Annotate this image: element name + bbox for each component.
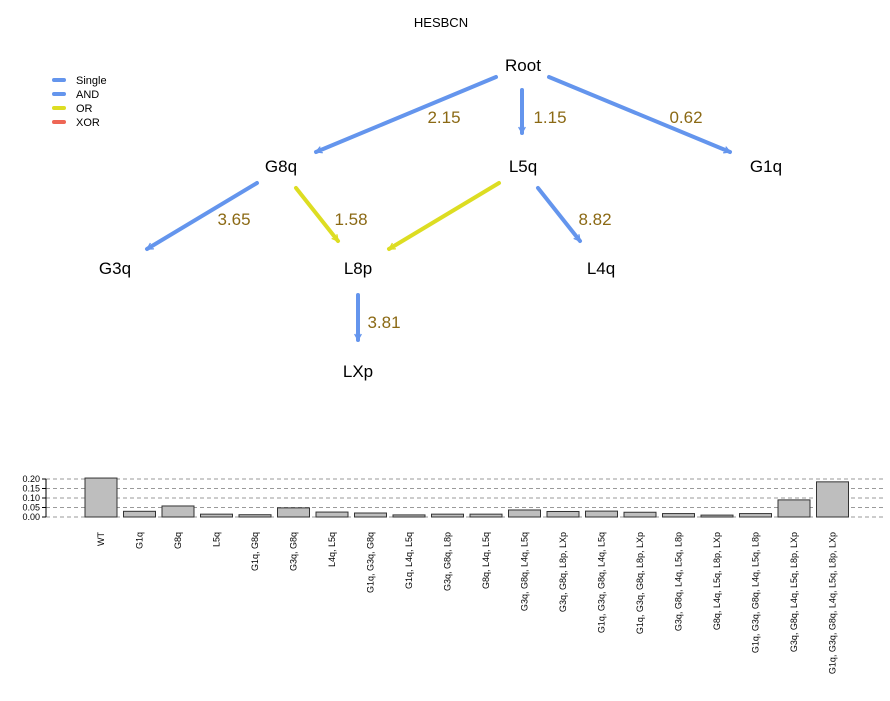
bar bbox=[700, 514, 734, 518]
category-label: G3q, G8q, L8p, LXp bbox=[558, 532, 568, 612]
edge-label-root-l5q: 1.15 bbox=[533, 108, 566, 127]
category-label: L4q, L5q bbox=[327, 532, 337, 567]
node-g1q: G1q bbox=[750, 157, 782, 176]
edge-label-l8p-lxp: 3.81 bbox=[367, 313, 400, 332]
y-tick-label: 0.15 bbox=[22, 484, 40, 494]
y-tick-label: 0.05 bbox=[22, 503, 40, 513]
category-label: G3q, G8q, L4q, L5q, L8p bbox=[674, 532, 684, 631]
category-label: G8q, L4q, L5q, L8p, LXp bbox=[712, 532, 722, 630]
dag-edge-labels: 2.15 1.15 0.62 3.65 1.58 8.82 3.81 bbox=[217, 108, 702, 332]
node-l8p: L8p bbox=[344, 259, 372, 278]
edge-l5q-l8p bbox=[387, 181, 501, 251]
edge-l5q-l4q bbox=[536, 186, 582, 243]
edge-g8q-l8p bbox=[294, 186, 340, 243]
bar bbox=[277, 507, 310, 518]
legend-label-or: OR bbox=[76, 103, 93, 115]
category-label: G8q bbox=[173, 532, 183, 549]
category-label: G1q bbox=[135, 532, 145, 549]
bar bbox=[469, 513, 503, 518]
bar bbox=[161, 505, 195, 518]
genotype-bar-chart: 0.200.150.100.050.00 WT G1q G8q L5q G1q, G8q G… bbox=[22, 474, 884, 674]
edge-label-root-g8q: 2.15 bbox=[427, 108, 460, 127]
category-label: G8q, L4q, L5q bbox=[481, 532, 491, 589]
bar bbox=[623, 511, 657, 518]
bar bbox=[84, 477, 118, 518]
bar bbox=[431, 513, 464, 518]
node-l4q: L4q bbox=[587, 259, 615, 278]
category-label: G3q, G8q bbox=[289, 532, 299, 571]
legend-label-and: AND bbox=[76, 89, 99, 101]
bar bbox=[354, 512, 387, 518]
category-label: G3q, G8q, L4q, L5q, L8p, LXp bbox=[789, 532, 799, 652]
category-label: G1q, G3q, G8q, L4q, L5q, L8p, LXp bbox=[828, 532, 838, 674]
bar bbox=[546, 510, 580, 518]
node-l5q: L5q bbox=[509, 157, 537, 176]
category-label: G3q, G8q, L8p bbox=[443, 532, 453, 591]
edge-g8q-g3q bbox=[145, 181, 259, 251]
legend-label-xor: XOR bbox=[76, 117, 100, 129]
bar bbox=[123, 510, 156, 518]
bar bbox=[816, 481, 849, 518]
y-tick-label: 0.10 bbox=[22, 493, 40, 503]
bar bbox=[777, 499, 811, 518]
y-tick-label: 0.20 bbox=[22, 474, 40, 484]
bar bbox=[739, 513, 772, 518]
edge-root-g8q bbox=[314, 75, 498, 154]
bar bbox=[585, 510, 618, 518]
node-lxp: LXp bbox=[343, 362, 373, 381]
edge-label-l5q-l4q: 8.82 bbox=[578, 210, 611, 229]
bar bbox=[315, 511, 349, 518]
bar bbox=[392, 514, 426, 518]
edge-label-g8q-l8p: 1.58 bbox=[334, 210, 367, 229]
dag-edges bbox=[145, 75, 732, 342]
category-label: WT bbox=[96, 532, 106, 546]
legend: Single AND OR XOR bbox=[52, 75, 107, 129]
category-label: G1q, G3q, G8q, L8p, LXp bbox=[635, 532, 645, 634]
category-label: G1q, G3q, G8q, L4q, L5q, L8p bbox=[751, 532, 761, 653]
legend-label-single: Single bbox=[76, 75, 107, 87]
bar bbox=[508, 509, 541, 518]
category-label: L5q bbox=[212, 532, 222, 547]
bar bbox=[238, 514, 272, 518]
node-root: Root bbox=[505, 56, 541, 75]
edge-root-g1q bbox=[547, 75, 732, 154]
category-label: G1q, G3q, G8q bbox=[366, 532, 376, 593]
category-label: G3q, G8q, L4q, L5q bbox=[520, 532, 530, 611]
y-tick-label: 0.00 bbox=[22, 512, 40, 522]
category-label: G1q, G8q bbox=[250, 532, 260, 571]
category-label: G1q, G3q, G8q, L4q, L5q bbox=[597, 532, 607, 633]
category-label: G1q, L4q, L5q bbox=[404, 532, 414, 589]
bar bbox=[200, 513, 233, 518]
edge-label-g8q-g3q: 3.65 bbox=[217, 210, 250, 229]
chart-title: HESBCN bbox=[414, 15, 468, 30]
node-g3q: G3q bbox=[99, 259, 131, 278]
node-g8q: G8q bbox=[265, 157, 297, 176]
dag-nodes: Root G8q L5q G1q G3q L8p L4q LXp bbox=[99, 56, 782, 381]
edge-label-root-g1q: 0.62 bbox=[669, 108, 702, 127]
bar bbox=[662, 513, 695, 518]
